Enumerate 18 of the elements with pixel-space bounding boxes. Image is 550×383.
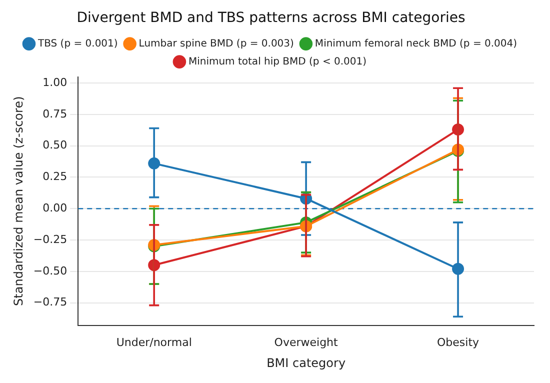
y-axis-title: Standardized mean value (z-score) bbox=[11, 96, 26, 306]
legend-label: Lumbar spine BMD (p = 0.003) bbox=[138, 38, 294, 50]
x-axis-title: BMI category bbox=[266, 356, 346, 370]
y-tick-label: −0.75 bbox=[33, 296, 68, 309]
y-tick-label: 0.50 bbox=[42, 138, 68, 152]
y-tick-label: 0.00 bbox=[42, 201, 68, 214]
x-tick-label: Obesity bbox=[437, 336, 480, 349]
y-tick-label: −0.50 bbox=[33, 264, 68, 278]
y-tick-label: 1.00 bbox=[42, 76, 68, 89]
legend-label: TBS (p = 0.001) bbox=[36, 38, 118, 50]
y-tick-label: −0.25 bbox=[33, 232, 68, 246]
y-tick-label: 0.75 bbox=[42, 107, 68, 120]
legend-label: Minimum total hip BMD (p < 0.001) bbox=[188, 56, 367, 68]
y-tick-label: 0.25 bbox=[42, 170, 68, 184]
x-tick-label: Overweight bbox=[274, 336, 339, 349]
legend-label: Minimum femoral neck BMD (p = 0.004) bbox=[314, 38, 518, 50]
chart-title: Divergent BMD and TBS patterns across BMI categories bbox=[76, 10, 466, 26]
x-tick-label: Under/normal bbox=[116, 336, 192, 349]
